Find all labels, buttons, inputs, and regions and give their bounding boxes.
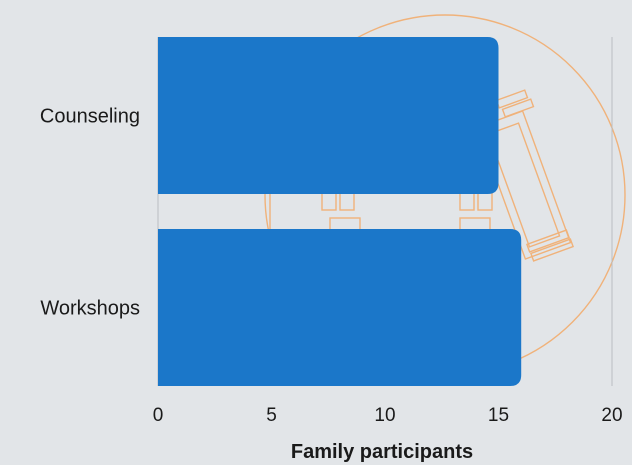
x-axis-title: Family participants — [291, 441, 473, 463]
x-tick-labels: 0 5 10 15 20 — [153, 405, 623, 426]
x-tick-label: 0 — [153, 405, 164, 426]
category-label: Counseling — [40, 106, 140, 128]
bar-workshops — [158, 228, 522, 386]
x-tick-label: 15 — [488, 405, 509, 426]
decoration-panel — [476, 110, 572, 260]
decoration-slot — [526, 229, 570, 253]
decoration-slot — [501, 98, 535, 118]
x-tick-label: 20 — [601, 405, 622, 426]
category-label: Workshops — [40, 297, 140, 319]
x-tick-label: 10 — [374, 405, 395, 426]
decoration-slot — [530, 238, 574, 262]
bars — [158, 37, 522, 386]
bar-counseling — [158, 37, 499, 195]
x-tick-label: 5 — [266, 405, 277, 426]
decoration-panel — [487, 122, 561, 248]
category-labels: Counseling Workshops — [40, 106, 140, 320]
